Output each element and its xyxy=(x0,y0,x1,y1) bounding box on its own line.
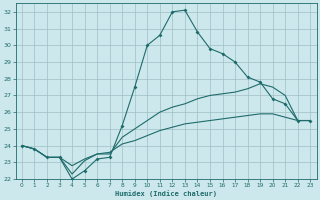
X-axis label: Humidex (Indice chaleur): Humidex (Indice chaleur) xyxy=(115,190,217,197)
